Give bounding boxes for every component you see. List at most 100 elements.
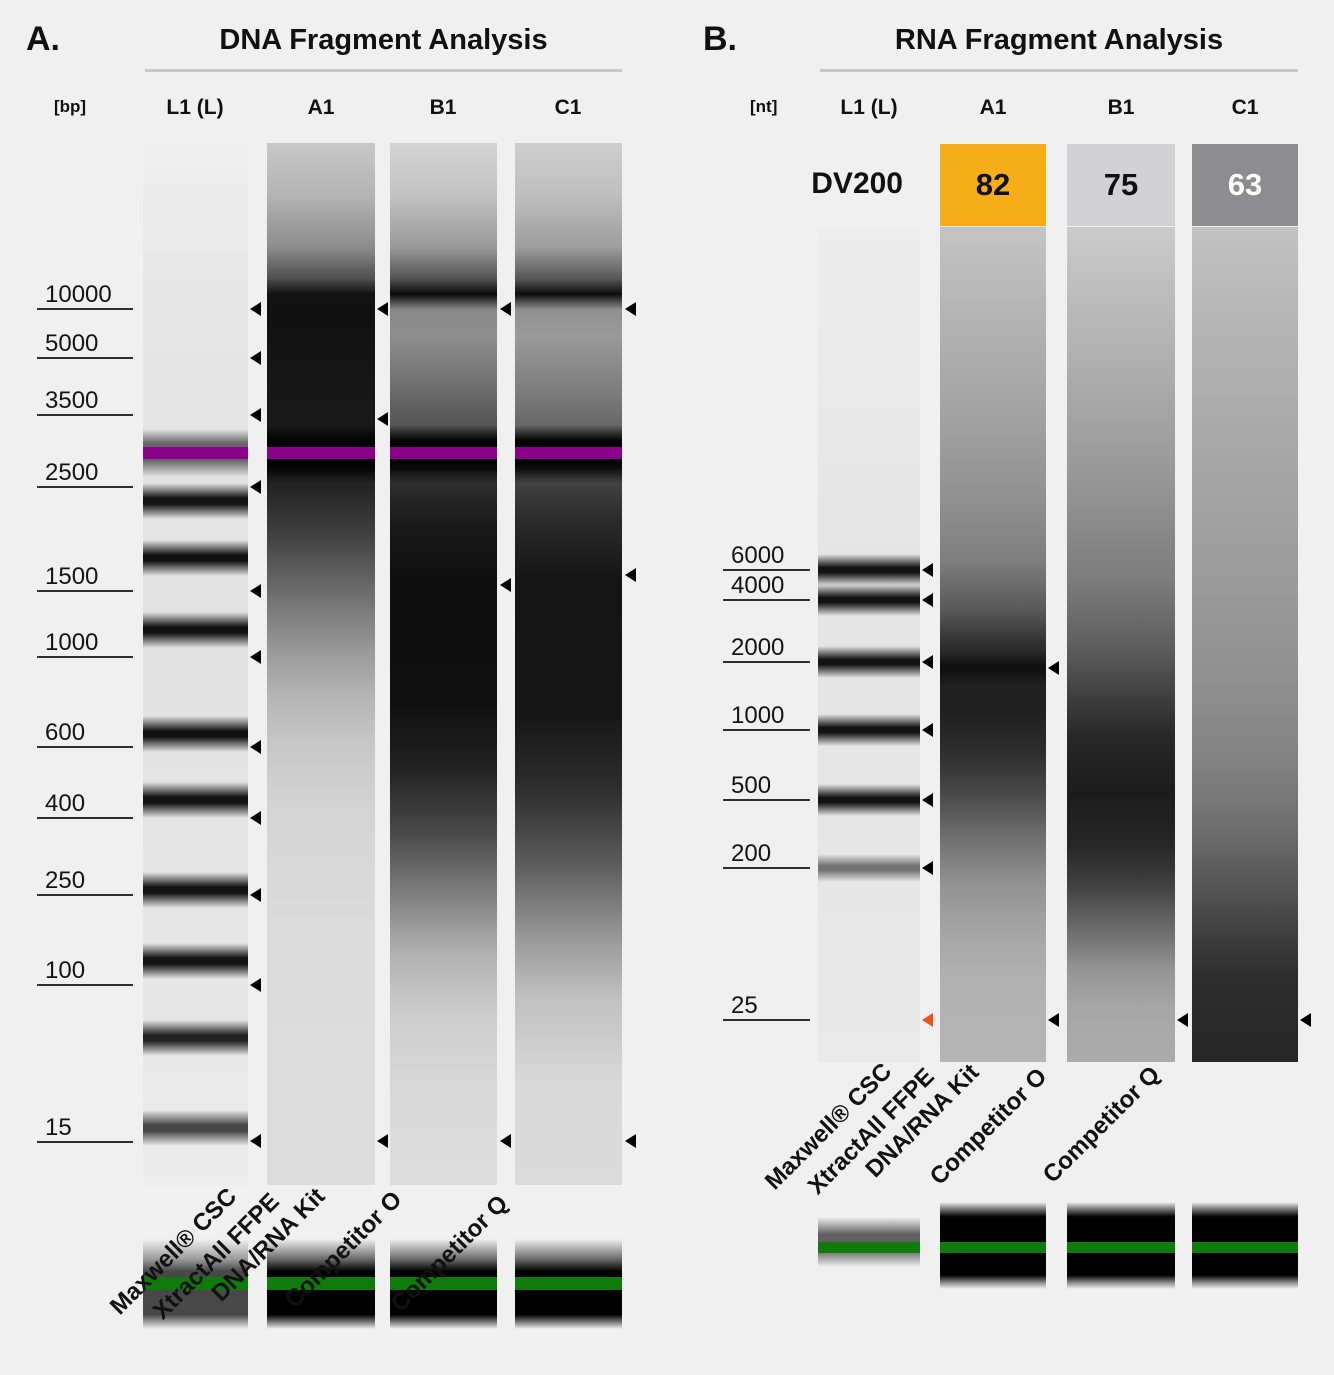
- gel-band: [143, 943, 248, 979]
- gel-lane-dna-b1: [390, 143, 497, 1329]
- marker-arrow-icon: [250, 480, 261, 494]
- bp-tick-15: 15: [37, 1115, 133, 1143]
- marker-arrow-icon: [377, 412, 388, 426]
- upper-marker-band-purple: [390, 447, 497, 459]
- gel-band: [143, 612, 248, 648]
- lower-marker-band-green: [267, 1277, 375, 1290]
- marker-arrow-icon: [250, 888, 261, 902]
- marker-arrow-icon: [377, 302, 388, 316]
- gel-band: [818, 554, 920, 586]
- panel-a-header-ladder: L1 (L): [166, 96, 224, 119]
- nt-tick-2000: 2000: [723, 635, 810, 663]
- panel-b-header-ladder: L1 (L): [840, 96, 898, 119]
- marker-arrow-icon: [625, 302, 636, 316]
- gel-band: [143, 716, 248, 752]
- nt-tick-4000: 4000: [723, 573, 810, 601]
- marker-arrow-icon: [250, 811, 261, 825]
- marker-arrow-icon: [250, 584, 261, 598]
- bp-tick-1500: 1500: [37, 564, 133, 592]
- bp-tick-10000: 10000: [37, 282, 133, 310]
- gel-band: [143, 540, 248, 576]
- marker-arrow-icon: [250, 1134, 261, 1148]
- dv200-value-b1: 75: [1067, 144, 1175, 226]
- nt-tick-200: 200: [723, 841, 810, 869]
- panel-a-label: A.: [26, 20, 60, 58]
- bp-tick-2500: 2500: [37, 460, 133, 488]
- marker-arrow-icon: [625, 568, 636, 582]
- marker-arrow-icon: [250, 408, 261, 422]
- gel-band: [143, 1110, 248, 1146]
- panel-b-header-c1: C1: [1231, 96, 1259, 119]
- marker-arrow-icon: [1048, 661, 1059, 675]
- panel-b-title-rule: [820, 69, 1298, 72]
- gel-band: [818, 854, 920, 882]
- marker-arrow-icon: [1048, 1013, 1059, 1027]
- bp-tick-600: 600: [37, 720, 133, 748]
- gel-lane-rna-ladder: [818, 227, 920, 1267]
- panel-b-unit-nt: [nt]: [750, 97, 778, 116]
- nt-tick-6000: 6000: [723, 543, 810, 571]
- upper-marker-band-purple: [267, 447, 375, 459]
- gel-band: [143, 1020, 248, 1056]
- marker-arrow-icon: [922, 723, 933, 737]
- bp-tick-3500: 3500: [37, 388, 133, 416]
- upper-marker-band-purple: [143, 447, 248, 459]
- panel-a-header-b1: B1: [429, 96, 457, 119]
- marker-arrow-icon: [500, 302, 511, 316]
- dv200-value-a1: 82: [940, 144, 1046, 226]
- marker-arrow-icon: [250, 302, 261, 316]
- gel-band: [143, 782, 248, 818]
- marker-arrow-icon: [1300, 1013, 1311, 1027]
- gel-lane-rna-c1: [1192, 227, 1298, 1289]
- lower-marker-band-green: [515, 1277, 622, 1290]
- gel-band: [143, 872, 248, 908]
- bp-tick-100: 100: [37, 958, 133, 986]
- panel-a-header-c1: C1: [554, 96, 582, 119]
- panel-b-header-b1: B1: [1107, 96, 1135, 119]
- lower-marker-band-green: [390, 1277, 497, 1290]
- gel-band: [818, 646, 920, 678]
- panel-b-label: B.: [703, 20, 737, 58]
- marker-arrow-icon: [500, 578, 511, 592]
- marker-arrow-icon: [922, 593, 933, 607]
- gel-band: [818, 784, 920, 816]
- marker-arrow-icon: [1177, 1013, 1188, 1027]
- lower-marker-band-green: [818, 1242, 920, 1253]
- marker-arrow-icon: [500, 1134, 511, 1148]
- gel-lane-dna-c1: [515, 143, 622, 1329]
- marker-arrow-icon: [922, 793, 933, 807]
- bp-tick-250: 250: [37, 868, 133, 896]
- marker-arrow-icon: [922, 861, 933, 875]
- lane-label-competitor-q: Competitor Q: [1037, 1060, 1165, 1189]
- marker-arrow-icon: [250, 978, 261, 992]
- nt-tick-500: 500: [723, 773, 810, 801]
- gel-band: [818, 584, 920, 616]
- nt-tick-1000: 1000: [723, 703, 810, 731]
- panel-a-header-a1: A1: [307, 96, 335, 119]
- dv200-value-c1: 63: [1192, 144, 1298, 226]
- marker-arrow-icon: [250, 351, 261, 365]
- lower-marker-band-green: [940, 1242, 1046, 1253]
- gel-band: [143, 483, 248, 519]
- marker-arrow-orange-icon: [922, 1013, 933, 1027]
- dv200-label: DV200: [811, 167, 903, 200]
- panel-b-title: RNA Fragment Analysis: [894, 24, 1224, 56]
- nt-tick-25: 25: [723, 993, 810, 1021]
- gel-lane-dna-ladder: [143, 143, 248, 1329]
- bp-tick-1000: 1000: [37, 630, 133, 658]
- lower-marker-band-green: [143, 1277, 248, 1290]
- gel-lane-dna-a1: [267, 143, 375, 1329]
- bp-tick-5000: 5000: [37, 331, 133, 359]
- gel-band: [940, 651, 1046, 685]
- panel-a-unit-bp: [bp]: [54, 97, 87, 116]
- marker-arrow-icon: [922, 563, 933, 577]
- panel-a-title: DNA Fragment Analysis: [219, 24, 548, 56]
- gel-lane-rna-a1: [940, 227, 1046, 1289]
- gel-lane-rna-b1: [1067, 227, 1175, 1289]
- marker-arrow-icon: [377, 1134, 388, 1148]
- lower-marker-band-green: [1192, 1242, 1298, 1253]
- marker-arrow-icon: [250, 740, 261, 754]
- bp-tick-400: 400: [37, 791, 133, 819]
- marker-arrow-icon: [625, 1134, 636, 1148]
